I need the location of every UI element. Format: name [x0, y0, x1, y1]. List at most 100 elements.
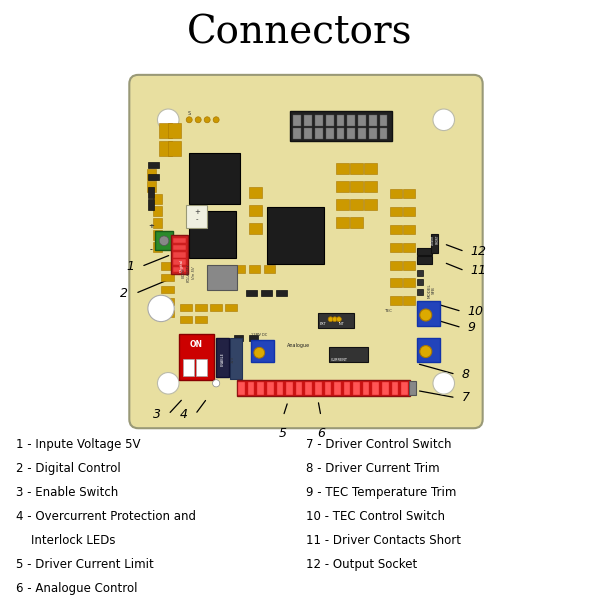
Bar	[159, 141, 172, 156]
Bar	[336, 181, 349, 192]
Bar	[251, 340, 274, 362]
Bar	[186, 205, 207, 228]
Bar	[390, 297, 402, 305]
Bar	[390, 261, 402, 270]
Circle shape	[204, 117, 210, 123]
Text: Digital: Digital	[179, 259, 184, 272]
Bar	[196, 359, 207, 376]
Bar	[325, 382, 331, 395]
Bar	[189, 211, 236, 258]
Text: 1: 1	[126, 260, 134, 273]
Bar	[347, 128, 355, 139]
Bar	[315, 115, 323, 126]
Bar	[350, 217, 363, 228]
Bar	[168, 141, 181, 156]
Circle shape	[420, 309, 432, 321]
Bar	[267, 382, 274, 395]
Bar	[173, 259, 186, 265]
Text: 3: 3	[153, 408, 161, 421]
Text: 2 - Digital Control: 2 - Digital Control	[16, 462, 120, 476]
Bar	[390, 207, 402, 216]
Bar	[353, 382, 360, 395]
Bar	[329, 347, 368, 362]
Text: 3 - Enable Switch: 3 - Enable Switch	[16, 486, 118, 500]
Text: ENABLE: ENABLE	[221, 352, 225, 366]
Bar	[249, 223, 262, 234]
Bar	[350, 163, 363, 174]
Bar	[189, 153, 240, 204]
Bar	[417, 301, 440, 326]
Text: 3V3: 3V3	[231, 356, 235, 363]
Circle shape	[328, 317, 333, 322]
Bar	[277, 382, 283, 395]
Bar	[147, 181, 155, 192]
Text: ON: ON	[190, 340, 203, 349]
Bar	[364, 163, 377, 174]
Circle shape	[420, 346, 432, 358]
Bar	[179, 334, 214, 380]
Bar	[148, 187, 154, 198]
Bar	[195, 304, 207, 311]
Text: 10 - TEC Control Switch: 10 - TEC Control Switch	[306, 510, 445, 524]
Bar	[225, 304, 237, 311]
Bar	[210, 304, 222, 311]
Bar	[238, 382, 245, 395]
Circle shape	[213, 117, 219, 123]
Bar	[261, 291, 272, 297]
Bar	[364, 181, 377, 192]
Bar	[148, 199, 154, 210]
Bar	[380, 115, 388, 126]
Text: 8: 8	[462, 368, 470, 381]
Circle shape	[186, 117, 192, 123]
Bar	[153, 230, 161, 240]
Text: CURRENT: CURRENT	[331, 358, 348, 362]
Bar	[267, 207, 324, 264]
Bar	[364, 199, 377, 210]
Bar	[153, 218, 161, 228]
Bar	[173, 267, 186, 272]
Bar	[304, 115, 312, 126]
Bar	[318, 313, 354, 328]
Bar	[326, 128, 334, 139]
Bar	[207, 265, 237, 291]
Bar	[248, 382, 254, 395]
Bar	[390, 279, 402, 288]
Bar	[293, 128, 301, 139]
Bar	[363, 382, 370, 395]
Text: 6 - Analogue Control: 6 - Analogue Control	[16, 582, 137, 595]
Text: INT: INT	[339, 322, 344, 326]
Bar	[403, 225, 415, 234]
Bar	[390, 243, 402, 252]
Bar	[336, 217, 349, 228]
Bar	[276, 291, 287, 297]
Bar	[417, 279, 423, 285]
Circle shape	[148, 295, 174, 322]
Bar	[153, 206, 161, 216]
Bar	[417, 270, 423, 276]
Bar	[392, 382, 398, 395]
Text: 12MV DC: 12MV DC	[251, 334, 268, 337]
Bar	[369, 128, 377, 139]
Bar	[180, 316, 192, 323]
Bar	[147, 169, 155, 180]
Bar	[161, 262, 174, 270]
Bar	[382, 382, 389, 395]
FancyBboxPatch shape	[130, 75, 482, 428]
Circle shape	[433, 373, 455, 394]
Text: 1 - Inpute Voltage 5V: 1 - Inpute Voltage 5V	[16, 438, 140, 452]
Text: Analogue: Analogue	[287, 343, 310, 348]
Bar	[358, 115, 366, 126]
Text: EXT: EXT	[320, 322, 326, 326]
Bar	[153, 242, 161, 252]
Text: Interlock LEDs: Interlock LEDs	[16, 534, 115, 547]
Bar	[216, 338, 229, 377]
Bar	[293, 115, 301, 126]
Text: +: +	[194, 209, 200, 215]
Circle shape	[433, 109, 455, 131]
Bar	[417, 248, 432, 255]
Bar	[161, 286, 174, 294]
Text: 8 - Driver Current Trim: 8 - Driver Current Trim	[306, 462, 440, 476]
Bar	[315, 128, 323, 139]
Circle shape	[337, 317, 341, 322]
Bar	[334, 382, 341, 395]
